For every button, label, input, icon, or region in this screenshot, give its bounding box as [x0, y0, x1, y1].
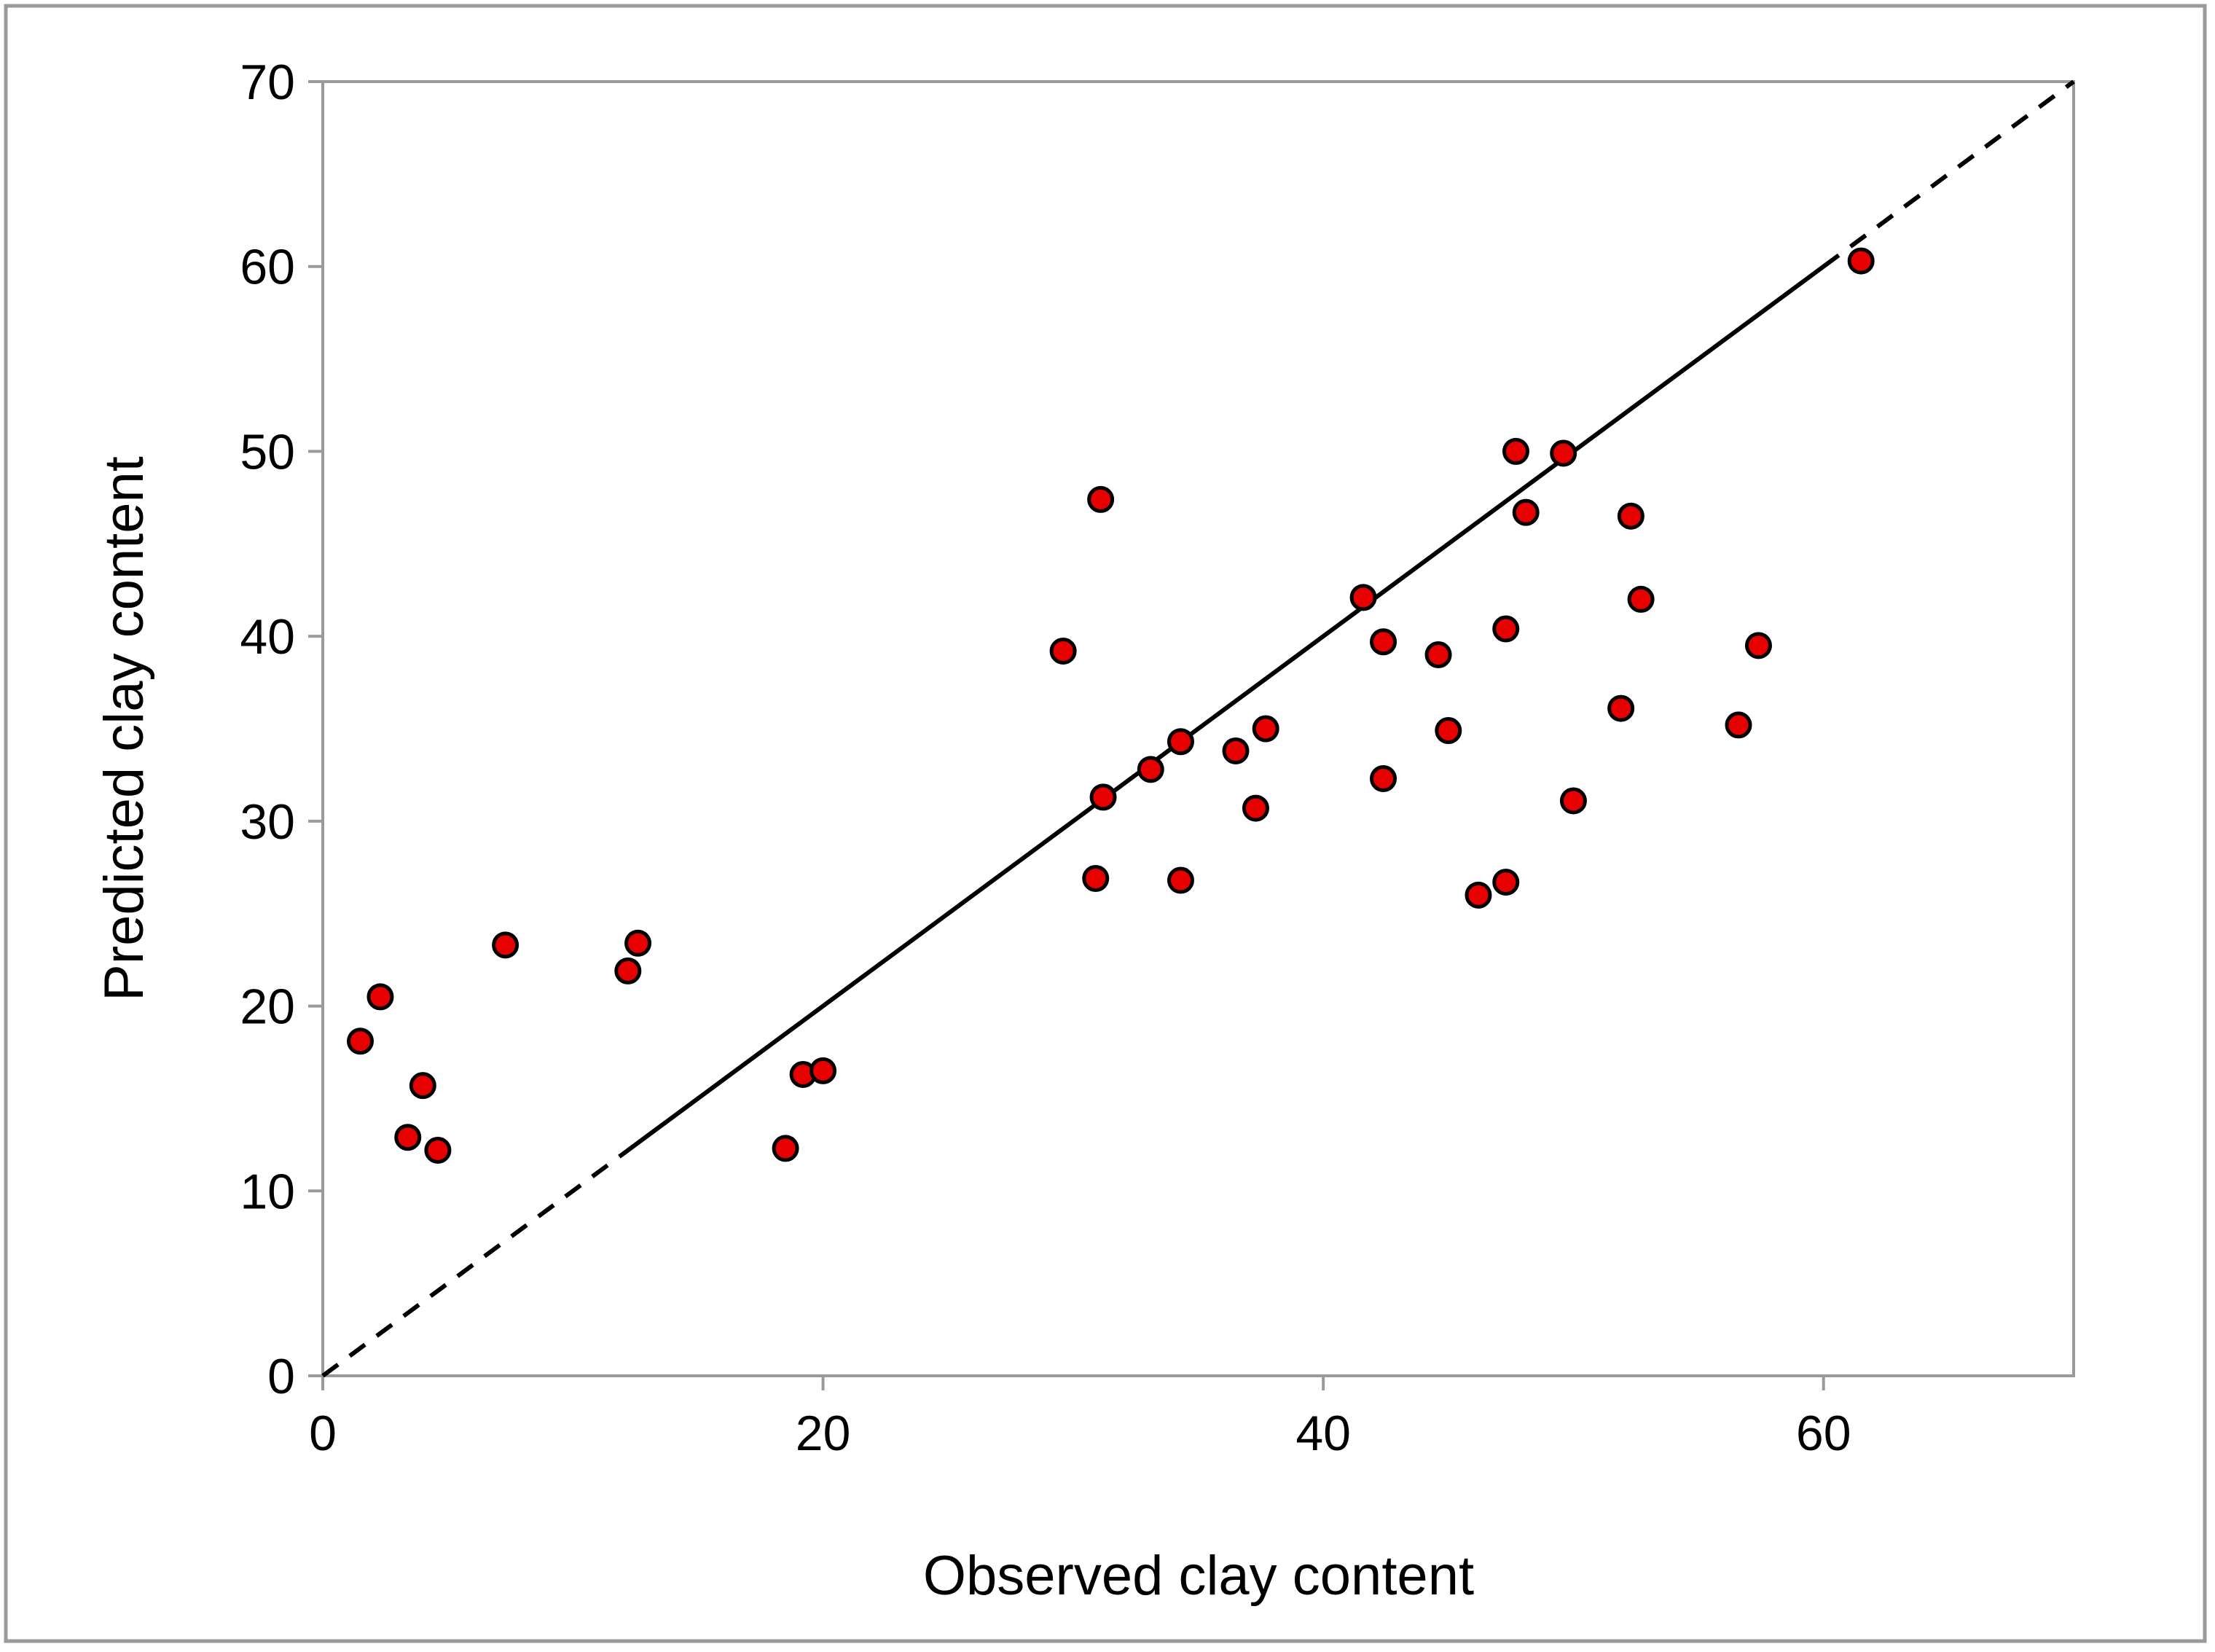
- y-tick-label: 20: [240, 979, 295, 1035]
- data-point: [1435, 717, 1462, 745]
- data-point: [1607, 694, 1635, 722]
- y-tick-label: 70: [240, 55, 295, 110]
- data-point: [1847, 247, 1875, 275]
- data-point: [1725, 711, 1752, 739]
- y-tick-label: 10: [240, 1164, 295, 1219]
- reference-line-solid: [622, 265, 1825, 1156]
- data-point: [1349, 584, 1377, 611]
- data-point: [1492, 615, 1520, 643]
- data-point: [1242, 794, 1269, 822]
- y-tick-label: 60: [240, 240, 295, 295]
- data-point: [1167, 866, 1194, 894]
- data-point: [1049, 637, 1077, 665]
- data-point: [1492, 869, 1520, 896]
- reference-line-dashed: [1822, 79, 2075, 269]
- data-point: [1252, 715, 1279, 743]
- data-point: [409, 1072, 436, 1100]
- data-point: [1087, 485, 1115, 513]
- data-point: [1559, 787, 1587, 815]
- y-axis-title: Predicted clay content: [93, 456, 155, 1001]
- data-point: [1627, 585, 1655, 613]
- data-point: [1744, 632, 1772, 659]
- data-point: [366, 983, 394, 1011]
- data-point: [1167, 728, 1194, 756]
- data-point: [1617, 502, 1644, 530]
- data-point: [809, 1057, 837, 1084]
- data-point: [1137, 756, 1164, 783]
- data-point: [1424, 641, 1452, 669]
- x-tick-label: 20: [796, 1406, 851, 1461]
- data-point: [424, 1136, 452, 1164]
- data-point: [772, 1135, 799, 1162]
- data-point: [1082, 865, 1110, 893]
- chart-frame: [4, 4, 2207, 1643]
- data-point: [614, 957, 642, 984]
- y-tick-label: 50: [240, 424, 295, 479]
- data-point: [1370, 628, 1397, 656]
- data-point: [1465, 881, 1492, 909]
- reference-line-dashed: [321, 1152, 624, 1378]
- y-tick-label: 30: [240, 794, 295, 850]
- plot-border: [321, 80, 2075, 1377]
- data-point: [1550, 439, 1577, 467]
- data-point: [1089, 783, 1117, 811]
- data-point: [1512, 498, 1540, 526]
- x-tick-label: 0: [309, 1406, 337, 1461]
- data-point: [1222, 737, 1250, 764]
- data-point: [394, 1124, 422, 1151]
- data-point: [346, 1027, 374, 1055]
- y-tick-label: 0: [267, 1349, 295, 1404]
- plot-area: 0 10 20 30 40 50 60 70 0 20 40 60: [240, 55, 2075, 1461]
- x-tick-label: 60: [1796, 1406, 1851, 1461]
- x-axis-title: Observed clay content: [923, 1545, 1474, 1607]
- data-point: [624, 929, 652, 957]
- data-point: [1502, 437, 1529, 465]
- data-point: [492, 931, 520, 959]
- x-tick-label: 40: [1295, 1406, 1351, 1461]
- y-tick-label: 40: [240, 609, 295, 665]
- data-point: [1370, 765, 1397, 793]
